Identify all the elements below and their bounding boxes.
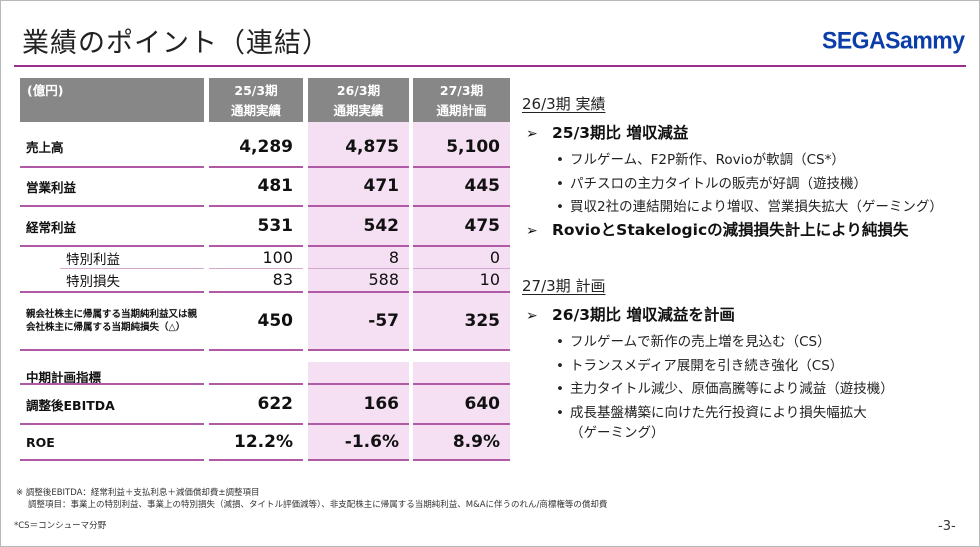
value-fy26: -57 [368, 311, 399, 331]
dot-bullet-icon: • [556, 199, 564, 215]
fy27-plan-heading: 27/3期 計画 [522, 277, 606, 295]
value-fy27: 325 [464, 311, 501, 331]
value-fy26: 588 [368, 270, 399, 289]
bullet-point: ➢ 26/3期比 増収減益を計画 [526, 306, 735, 324]
value-fy25: 12.2% [234, 432, 293, 452]
dot-bullet-icon: • [556, 358, 564, 374]
sub-bullet: • 買収2社の連結開始により増収、営業損失拡大（ゲーミング） [556, 199, 943, 215]
table-row: 売上高 4,289 4,875 5,100 [20, 128, 510, 165]
bullet-point: ➢ RovioとStakelogicの減損損失計上により純損失 [526, 221, 909, 239]
row-label: ROE [26, 434, 55, 450]
financial-table: (億円) 25/3期 通期実績 26/3期 通期実績 27/3期 通期計画 売上… [20, 78, 510, 461]
dot-bullet-icon: • [556, 405, 564, 421]
row-label: 特別利益 [66, 251, 120, 268]
value-fy27: 0 [489, 248, 500, 267]
table-row: 特別損失 83 588 10 [20, 269, 510, 290]
value-fy27: 475 [464, 216, 501, 236]
column-header-line2: 通期計画 [436, 103, 487, 118]
sega-sammy-logo: SEGASammy [822, 26, 965, 54]
value-fy26: -1.6% [344, 432, 399, 452]
sub-bullet: • 主力タイトル減少、原価高騰等により減益（遊技機） [556, 381, 894, 397]
fy26-results-heading: 26/3期 実績 [522, 95, 606, 113]
column-header-fy25: 25/3期 通期実績 [209, 78, 303, 122]
value-fy26: 471 [363, 176, 400, 196]
table-row: 特別利益 100 8 0 [20, 247, 510, 268]
row-label: 調整後EBITDA [26, 397, 115, 413]
dot-bullet-icon: • [556, 176, 564, 192]
footnote-adjustments: 調整項目：事業上の特別利益、事業上の特別損失（減損、タイトル評価減等）、非支配株… [28, 500, 608, 510]
value-fy27: 640 [464, 394, 501, 414]
table-row: ROE 12.2% -1.6% 8.9% [20, 425, 510, 459]
section-title: 中期計画指標 [26, 370, 102, 385]
value-fy25: 622 [257, 394, 294, 414]
value-fy26: 8 [388, 248, 399, 267]
value-fy27: 8.9% [452, 432, 500, 452]
title-divider [14, 65, 966, 67]
value-fy25: 4,289 [239, 136, 293, 157]
value-fy25: 83 [272, 270, 293, 289]
table-row: 親会社株主に帰属する当期純利益又は親会社株主に帰属する当期純損失（△） 450 … [20, 293, 510, 349]
value-fy25: 531 [257, 216, 294, 236]
dot-bullet-icon: • [556, 334, 564, 350]
row-label: 売上高 [26, 140, 64, 155]
dot-bullet-icon: • [556, 152, 564, 168]
arrow-bullet-icon: ➢ [526, 223, 538, 239]
column-header-line2: 通期実績 [230, 103, 281, 118]
table-gap [20, 350, 510, 362]
bullet-point: ➢ 25/3期比 増収減益 [526, 124, 689, 142]
row-label: 営業利益 [26, 179, 77, 195]
sub-bullet: • 成長基盤構築に向けた先行投資により損失幅拡大 [556, 405, 867, 421]
value-fy27: 5,100 [446, 136, 500, 157]
column-header-fy26: 26/3期 通期実績 [308, 78, 409, 122]
column-header-fy27: 27/3期 通期計画 [413, 78, 510, 122]
table-row: 営業利益 481 471 445 [20, 168, 510, 204]
arrow-bullet-icon: ➢ [526, 308, 538, 324]
sub-bullet: • パチスロの主力タイトルの販売が好調（遊技機） [556, 176, 867, 192]
page-title: 業績のポイント（連結） [22, 28, 330, 59]
value-fy26: 542 [363, 216, 400, 236]
sub-bullet: • トランスメディア展開を引き続き強化（CS） [556, 358, 844, 374]
footnote-cs: *CS＝コンシューマ分野 [14, 521, 107, 531]
column-header-line2: 通期実績 [333, 103, 384, 118]
unit-label: (億円) [20, 78, 204, 122]
sub-bullet: • フルゲームで新作の売上増を見込む（CS） [556, 334, 831, 350]
value-fy26: 166 [363, 394, 400, 414]
arrow-bullet-icon: ➢ [526, 126, 538, 142]
column-header-line1: 26/3期 [336, 83, 381, 98]
value-fy26: 4,875 [345, 136, 399, 157]
sub-bullet-continuation: （ゲーミング） [570, 425, 665, 441]
value-fy25: 100 [262, 248, 293, 267]
table-row: 調整後EBITDA 622 166 640 [20, 386, 510, 422]
footnote-ebitda: ※ 調整後EBITDA：経常利益＋支払利息＋減価償却費±調整項目 [16, 488, 260, 498]
row-label: 特別損失 [66, 273, 120, 290]
value-fy27: 10 [479, 270, 500, 289]
value-fy25: 481 [257, 176, 294, 196]
page-number: -3- [938, 519, 956, 534]
table-row: 経常利益 531 542 475 [20, 208, 510, 244]
sub-bullet: • フルゲーム、F2P新作、Rovioが軟調（CS*） [556, 152, 845, 168]
column-header-line1: 25/3期 [234, 83, 278, 98]
value-fy25: 450 [257, 311, 294, 331]
row-label: 経常利益 [26, 219, 77, 235]
column-header-line1: 27/3期 [439, 83, 484, 98]
row-label: 親会社株主に帰属する当期純利益又は親会社株主に帰属する当期純損失（△） [26, 309, 198, 333]
value-fy27: 445 [464, 176, 501, 196]
dot-bullet-icon: • [556, 381, 564, 397]
